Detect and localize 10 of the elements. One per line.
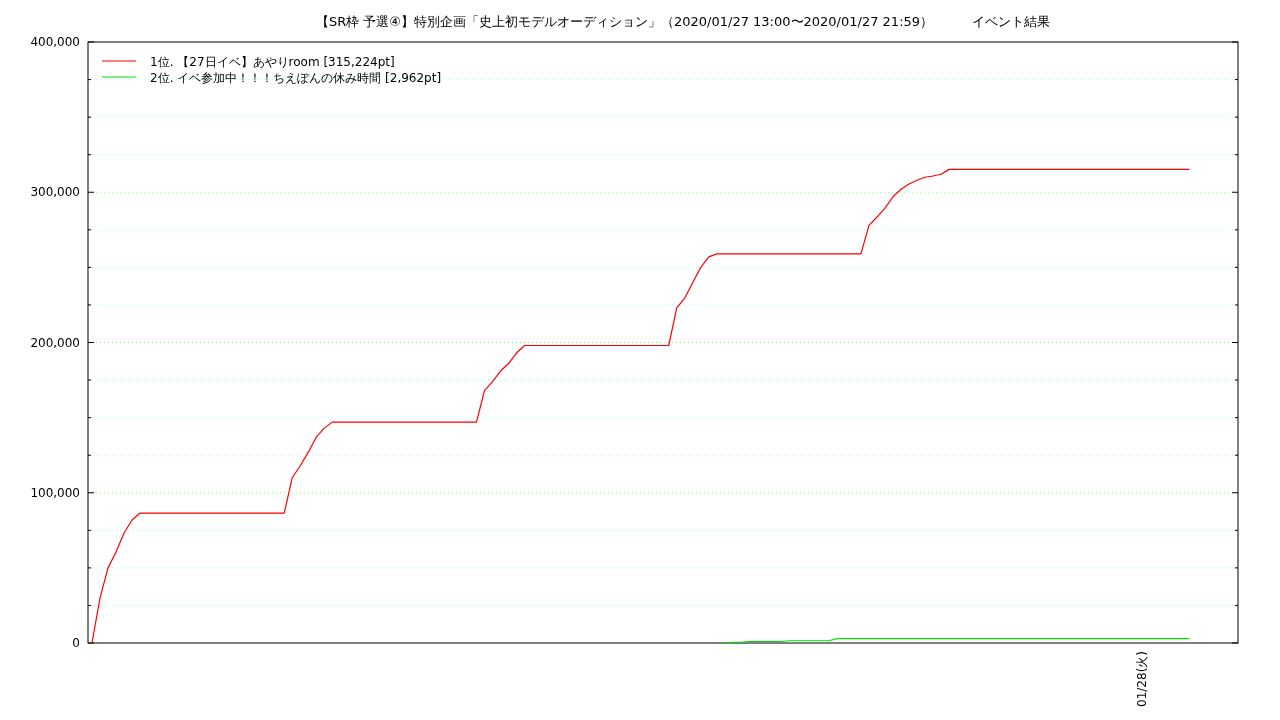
y-tick-label: 400,000	[30, 35, 80, 49]
text: 01/28(火)	[1135, 651, 1149, 707]
chart-title: 【SR枠 予選④】特別企画「史上初モデルオーディション」（2020/01/27 13:00〜2020/01/27 21:59） イベント結果	[315, 14, 1051, 29]
y-tick-label: 0	[72, 636, 80, 650]
legend-label: 2位. イベ参加中！！！ちえぽんの休み時間 [2,962pt]	[150, 71, 442, 85]
y-tick-label: 200,000	[30, 335, 80, 350]
y-tick-label: 300,000	[30, 185, 80, 200]
y-tick-label: 100,000	[30, 485, 80, 500]
line-series	[91, 168, 1190, 644]
legend-label: 1位. 【27日イベ】あやりroom [315,224pt]	[150, 55, 395, 69]
